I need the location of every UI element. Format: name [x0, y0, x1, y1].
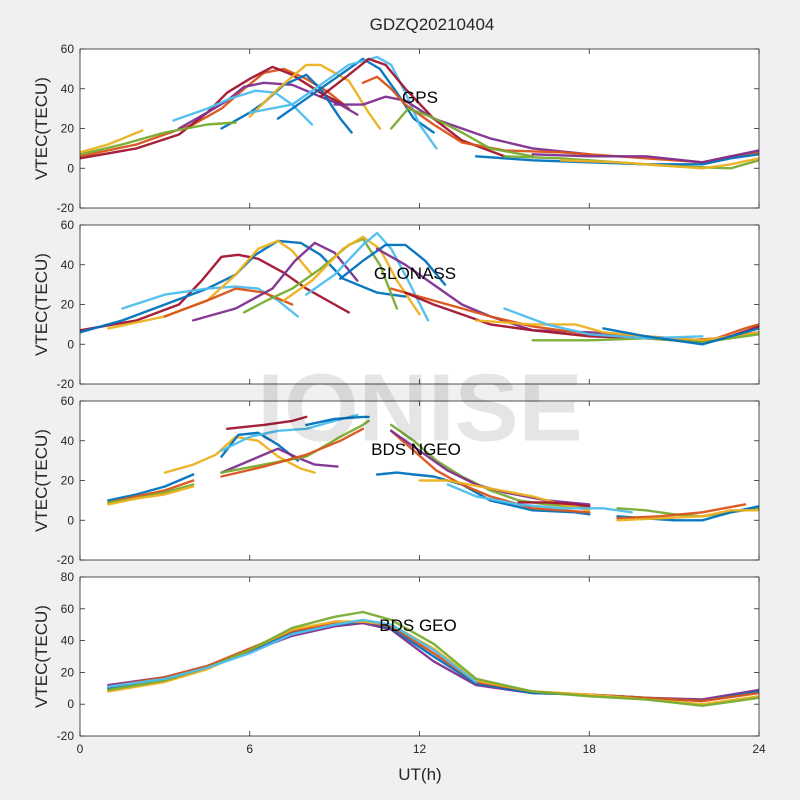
y-tick-label: 60	[61, 394, 75, 408]
x-axis-label: UT(h)	[398, 765, 441, 784]
series-line-3	[121, 285, 299, 318]
y-axis-label: VTEC(TECU)	[32, 253, 51, 356]
x-tick-label: 6	[246, 742, 253, 756]
series-line-8	[220, 413, 359, 452]
series-line-6	[220, 431, 299, 462]
series-line-22	[616, 503, 747, 520]
panel-label: BDS NGEO	[371, 440, 461, 459]
watermark-text: IONISE	[257, 355, 582, 462]
y-tick-label: 0	[67, 697, 74, 711]
series-line-23	[616, 509, 759, 522]
y-tick-label: 60	[61, 218, 75, 232]
y-tick-label: 80	[61, 570, 75, 584]
figure-title: GDZQ20210404	[370, 15, 495, 34]
series-line-8	[282, 235, 421, 316]
x-tick-label: 24	[752, 742, 766, 756]
y-tick-label: 40	[61, 82, 75, 96]
chart-panel-1: -20 0 20 40 60 VTEC(TECU) GPS	[32, 42, 760, 215]
series-line-16	[559, 157, 759, 170]
y-tick-label: 0	[67, 161, 74, 175]
y-tick-label: 60	[61, 42, 75, 56]
x-tick-label: 18	[583, 742, 597, 756]
series-line-9	[225, 415, 308, 430]
series-line-2	[80, 65, 345, 160]
y-tick-label: 20	[61, 474, 75, 488]
series-line-6	[107, 618, 478, 688]
series-line-1	[107, 473, 195, 502]
series-line-18	[80, 129, 144, 154]
series-group	[107, 610, 759, 707]
y-tick-label: -20	[57, 201, 75, 215]
y-tick-label: 0	[67, 513, 74, 527]
y-tick-label: 40	[61, 258, 75, 272]
y-tick-label: 0	[67, 337, 74, 351]
series-line-3	[177, 81, 359, 130]
panel-label: GPS	[402, 88, 438, 107]
series-line-12	[390, 107, 534, 158]
chart-panel-2: -20 0 20 40 60 VTEC(TECU) GLONASS	[32, 218, 760, 391]
y-tick-label: -20	[57, 377, 75, 391]
series-line-7	[276, 57, 435, 134]
series-group	[107, 413, 759, 522]
series-line-15	[531, 149, 759, 164]
series-line-18	[517, 501, 591, 508]
series-line-17	[418, 479, 591, 512]
series-group	[80, 231, 759, 346]
series-line-14	[474, 319, 759, 342]
y-axis-label: VTEC(TECU)	[32, 77, 51, 180]
panel-label: GLONASS	[374, 264, 456, 283]
y-tick-label: -20	[57, 729, 75, 743]
series-line-10	[339, 243, 447, 286]
y-tick-label: 20	[61, 665, 75, 679]
series-line-16	[503, 307, 704, 340]
y-tick-label: 20	[61, 298, 75, 312]
series-line-8	[248, 55, 438, 150]
y-tick-label: 20	[61, 122, 75, 136]
series-line-6	[248, 63, 382, 130]
series-line-1	[80, 253, 350, 332]
series-group	[80, 55, 759, 170]
series-line-12	[305, 415, 370, 427]
x-tick-label: 12	[413, 742, 427, 756]
y-tick-label: -20	[57, 553, 75, 567]
y-axis-label: VTEC(TECU)	[32, 429, 51, 532]
series-line-14	[390, 429, 591, 514]
panel-label: BDS GEO	[379, 616, 456, 635]
series-line-7	[220, 447, 339, 474]
plot-area	[80, 577, 759, 736]
series-line-2	[80, 239, 407, 334]
y-tick-label: 40	[61, 434, 75, 448]
series-line-17	[602, 327, 759, 346]
series-line-9	[305, 231, 430, 322]
x-tick-label: 0	[77, 742, 84, 756]
series-line-4	[107, 485, 195, 506]
series-line-19	[446, 483, 633, 514]
y-axis-label: VTEC(TECU)	[32, 605, 51, 708]
y-tick-label: 60	[61, 602, 75, 616]
chart-panel-3: -20 0 20 40 60 VTEC(TECU) BDS NGEO	[32, 394, 760, 567]
series-line-6	[191, 241, 359, 322]
y-tick-label: 40	[61, 634, 75, 648]
series-line-11	[220, 427, 365, 478]
series-line-17	[80, 121, 237, 156]
plot-area	[80, 49, 759, 208]
series-line-9	[319, 57, 506, 158]
